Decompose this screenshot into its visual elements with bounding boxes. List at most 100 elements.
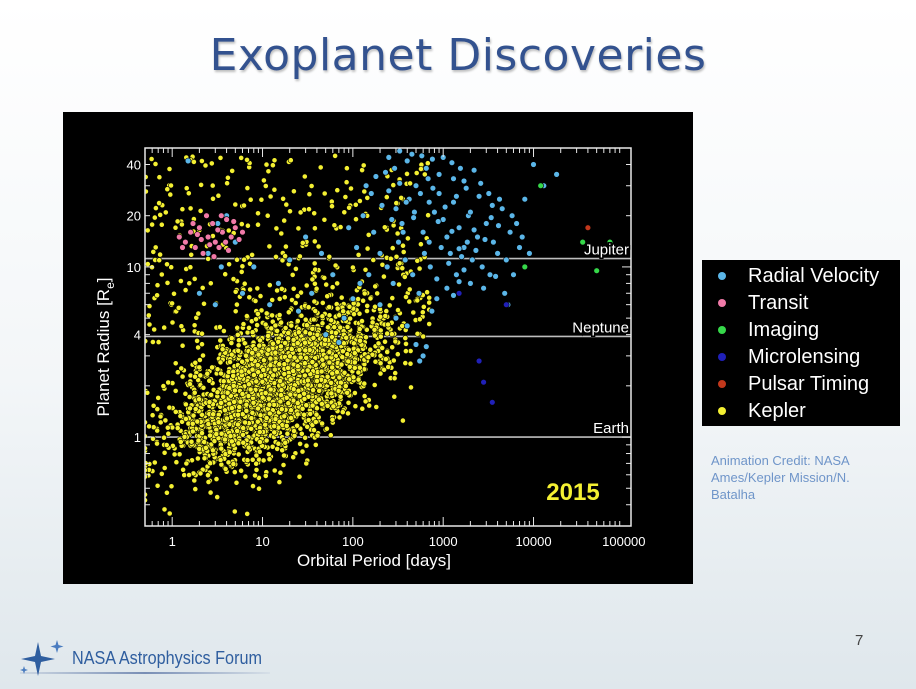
kepler-point [356, 310, 363, 317]
legend-label: Radial Velocity [748, 265, 880, 287]
imaging-point [521, 263, 528, 271]
kepler-point [217, 457, 224, 463]
kepler-point [199, 330, 205, 337]
kepler-point [262, 421, 269, 428]
radial-velocity-point [404, 157, 411, 165]
radial-velocity-point [388, 216, 395, 223]
kepler-point [417, 241, 424, 248]
kepler-point [414, 257, 421, 264]
radial-velocity-point [521, 195, 528, 203]
slide-title: Exoplanet Discoveries [209, 30, 707, 81]
radial-velocity-point [404, 322, 411, 330]
kepler-point [382, 338, 388, 345]
kepler-point [290, 386, 297, 393]
legend-dot-imaging [718, 326, 726, 334]
kepler-point [413, 170, 420, 176]
kepler-point [157, 251, 163, 258]
kepler-point [303, 282, 310, 289]
kepler-point [206, 377, 213, 384]
kepler-point [420, 333, 427, 340]
kepler-point [146, 321, 153, 328]
kepler-point [377, 333, 384, 340]
kepler-point [296, 473, 303, 480]
kepler-point [235, 342, 242, 349]
radial-velocity-point [495, 222, 502, 229]
kepler-point [280, 195, 286, 202]
kepler-point [156, 200, 162, 206]
kepler-point [151, 326, 158, 333]
kepler-point [274, 445, 281, 452]
kepler-point [267, 193, 274, 200]
kepler-point [204, 370, 211, 377]
kepler-point [149, 412, 156, 419]
kepler-point [229, 168, 236, 174]
kepler-point [207, 280, 214, 287]
kepler-point [149, 221, 155, 228]
radial-velocity-point [494, 250, 501, 257]
legend-dot-kepler [718, 407, 726, 415]
kepler-point [294, 400, 301, 406]
kepler-point [166, 404, 173, 411]
transit-point [176, 233, 183, 241]
kepler-point [260, 457, 267, 464]
kepler-point [302, 339, 308, 346]
kepler-point [220, 393, 227, 400]
kepler-point [183, 415, 189, 422]
kepler-point [199, 341, 205, 348]
kepler-point [339, 409, 346, 415]
kepler-point [183, 460, 190, 467]
kepler-point [168, 182, 174, 189]
kepler-point [248, 415, 255, 422]
kepler-point [285, 309, 292, 316]
kepler-point [292, 265, 299, 272]
kepler-point [307, 330, 313, 337]
radial-velocity-point [408, 150, 416, 158]
chart-panel: 1 10 100 1000 10000 100000 1 4 10 20 40 Jupiter Nept… [63, 112, 693, 584]
kepler-point [404, 171, 410, 177]
kepler-point [325, 324, 331, 331]
radial-velocity-point [435, 218, 442, 225]
radial-velocity-point [396, 180, 403, 187]
kepler-point [270, 372, 277, 379]
kepler-point [177, 413, 184, 419]
kepler-point [167, 191, 174, 198]
kepler-point [244, 185, 251, 191]
kepler-point [242, 473, 249, 480]
radial-velocity-point [239, 290, 246, 297]
kepler-point [387, 255, 394, 262]
kepler-point [164, 489, 170, 496]
radial-velocity-point [455, 278, 463, 285]
kepler-point [366, 402, 373, 409]
kepler-point [319, 313, 326, 320]
kepler-point [337, 224, 344, 230]
kepler-point [262, 321, 269, 328]
kepler-point [299, 448, 306, 455]
kepler-point [239, 263, 246, 270]
transit-point [192, 244, 199, 251]
kepler-point [306, 191, 313, 198]
kepler-point [186, 394, 193, 400]
kepler-point [391, 393, 398, 400]
kepler-point [164, 186, 171, 193]
kepler-point [278, 392, 284, 398]
kepler-point [224, 389, 231, 396]
kepler-point [255, 210, 261, 217]
kepler-point [228, 438, 235, 445]
kepler-point [283, 394, 290, 401]
transit-point [187, 228, 194, 236]
kepler-point [191, 322, 198, 329]
kepler-point [390, 182, 397, 188]
kepler-point [282, 340, 288, 346]
legend-item-transit: Transit [702, 290, 900, 317]
legend-label: Transit [748, 292, 809, 314]
kepler-point [278, 387, 285, 393]
kepler-point [164, 279, 171, 286]
footer-forum-name: NASA Astrophysics Forum [72, 648, 262, 668]
kepler-point [192, 406, 199, 412]
kepler-point [303, 460, 310, 467]
radial-velocity-point [318, 250, 325, 257]
kepler-point [382, 356, 389, 362]
radial-velocity-point [275, 280, 282, 287]
kepler-point [247, 196, 254, 203]
kepler-point [381, 366, 387, 373]
